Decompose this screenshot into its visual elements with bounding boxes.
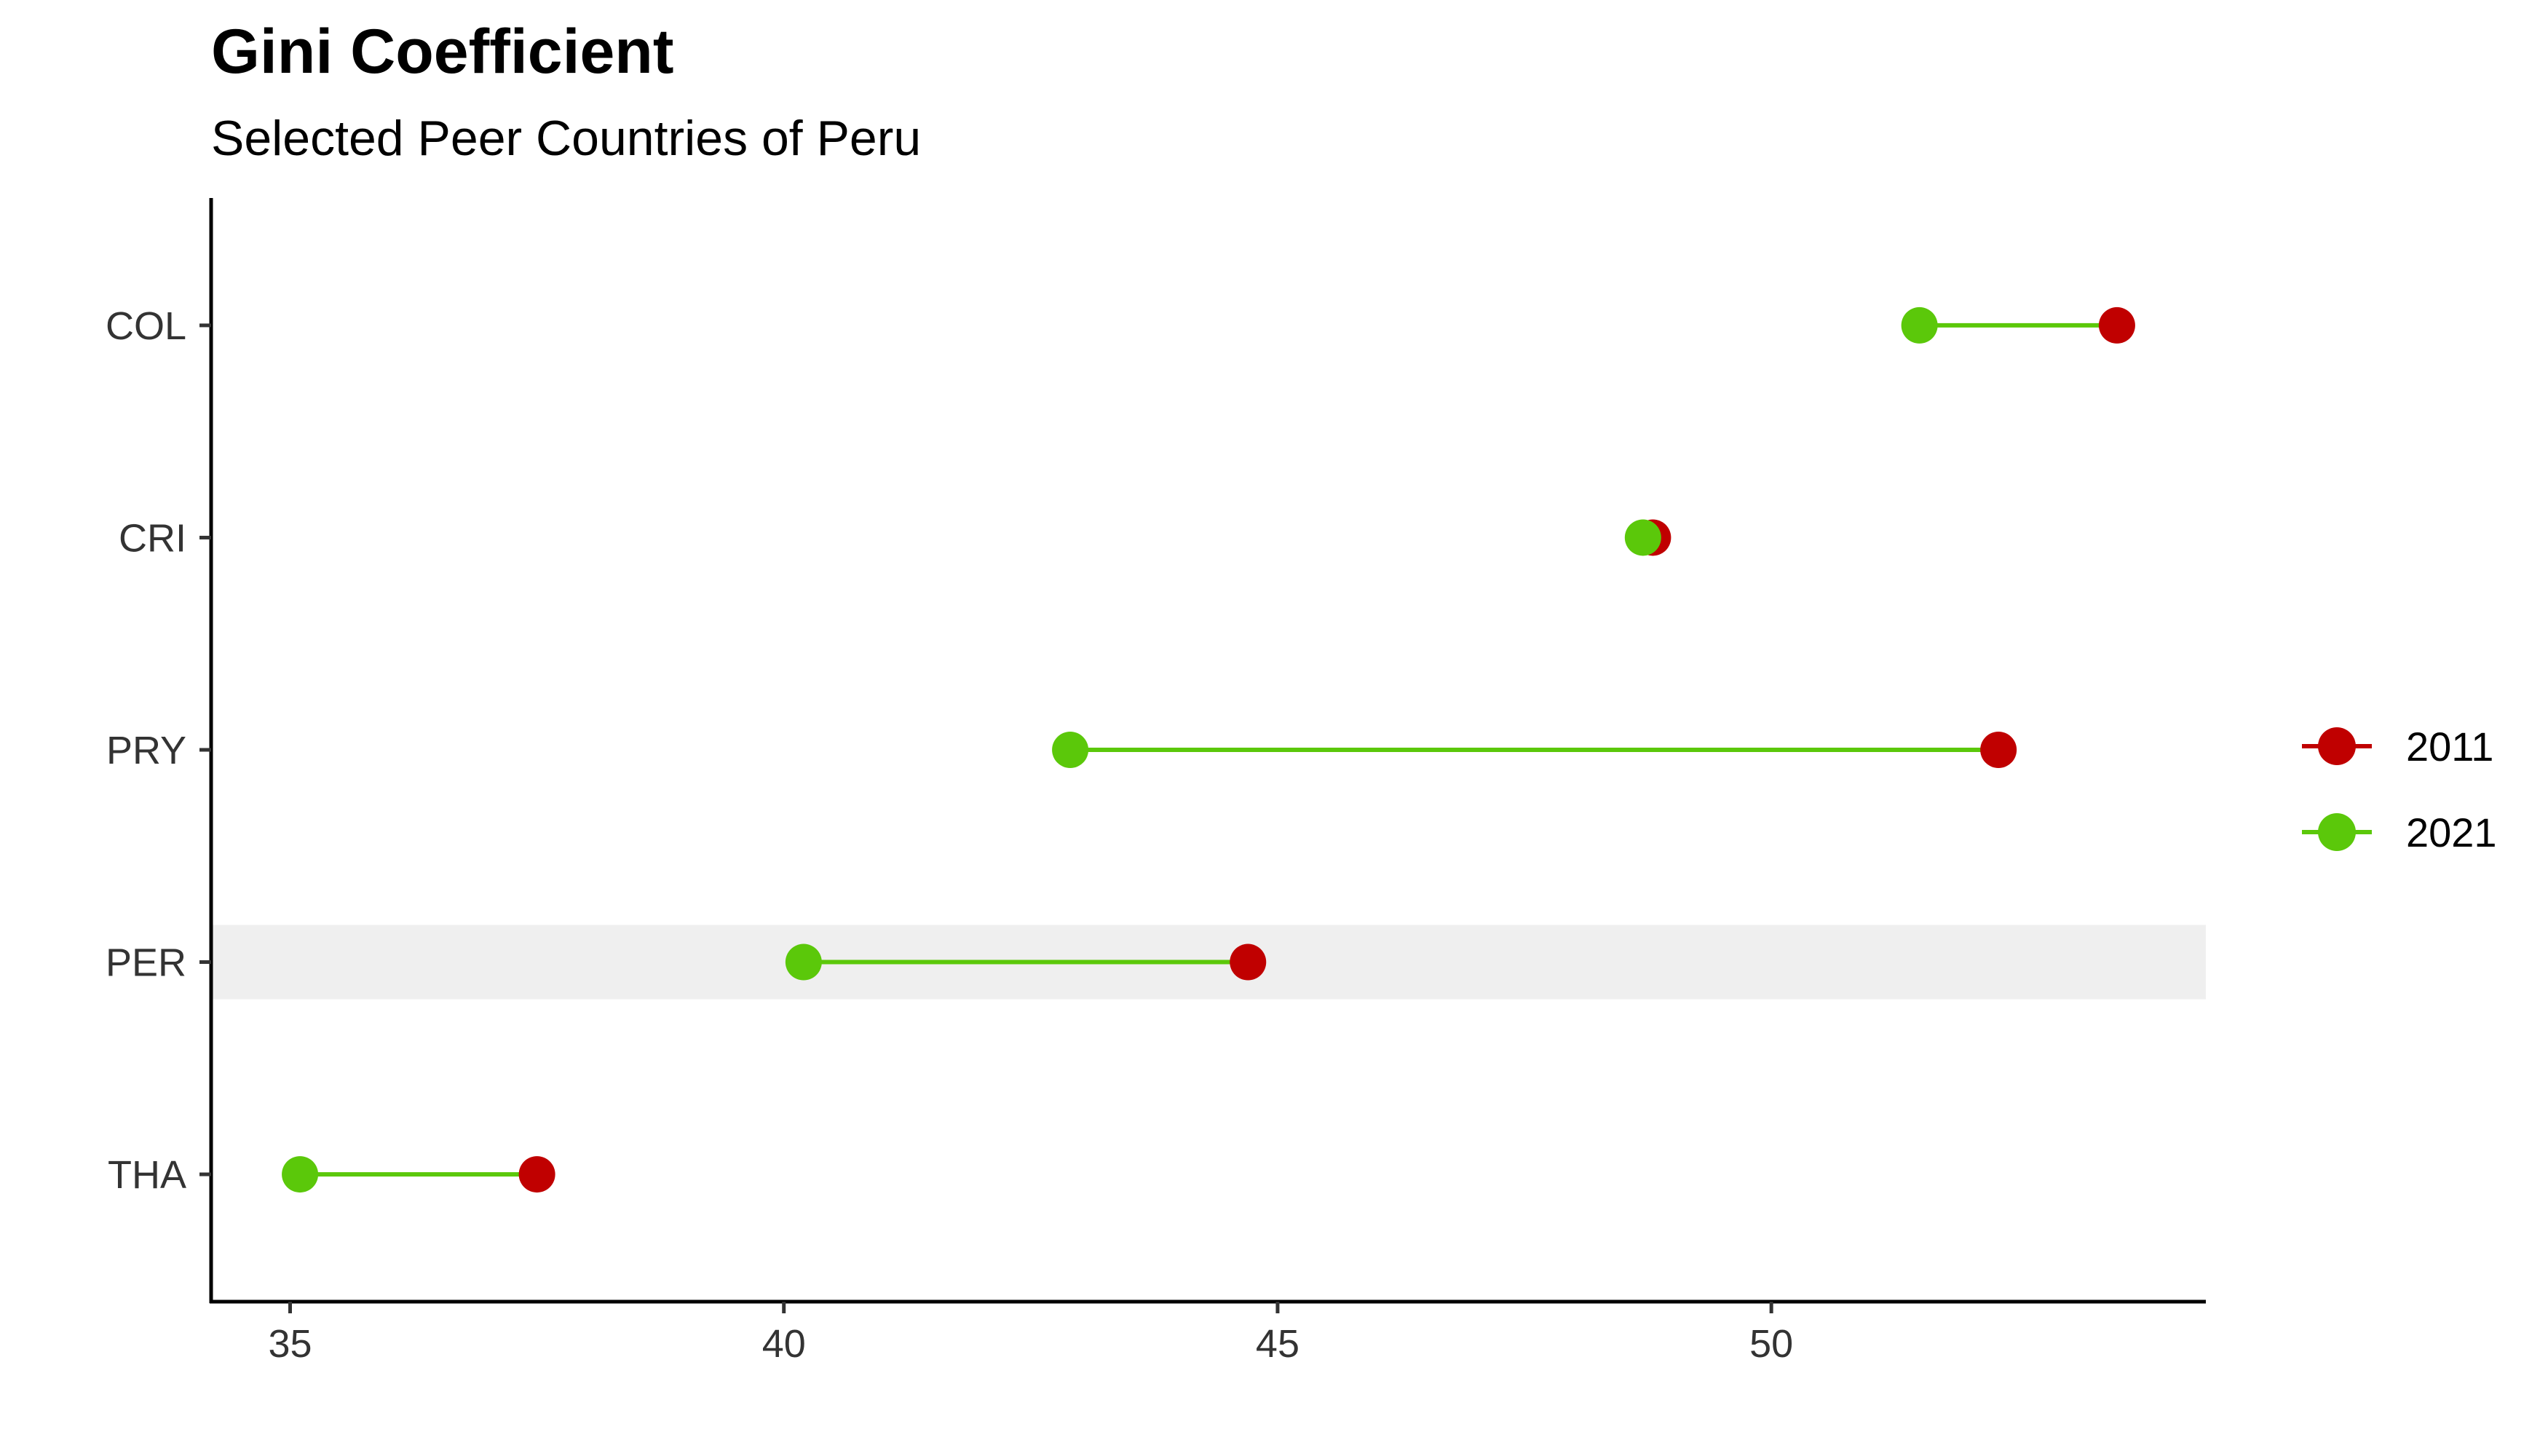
point-tha-2021 [282, 1156, 319, 1193]
x-axis-ticks: 35 40 45 50 [268, 1302, 1793, 1366]
point-tha-2011 [518, 1156, 555, 1193]
legend: 2011 2021 [2302, 724, 2497, 855]
point-cri-2021 [1624, 519, 1661, 556]
x-tick-label-35: 35 [268, 1322, 312, 1366]
x-tick-label-45: 45 [1256, 1322, 1299, 1366]
legend-marker-2021 [2318, 813, 2356, 851]
y-tick-label-pry: PRY [106, 729, 186, 772]
connectors [300, 323, 2117, 1177]
chart-subtitle: Selected Peer Countries of Peru [211, 111, 921, 166]
point-col-2021 [1901, 306, 1938, 344]
data-points [282, 306, 2135, 1193]
point-per-2021 [785, 943, 822, 981]
y-tick-label-tha: THA [108, 1153, 186, 1197]
chart-title: Gini Coefficient [211, 17, 673, 87]
point-col-2011 [2098, 306, 2135, 344]
legend-label-2011: 2011 [2406, 724, 2493, 769]
x-tick-label-50: 50 [1749, 1322, 1793, 1366]
point-per-2011 [1230, 943, 1267, 981]
x-tick-label-40: 40 [762, 1322, 806, 1366]
y-tick-label-cri: CRI [119, 516, 186, 560]
point-pry-2011 [1980, 732, 2017, 768]
y-tick-label-per: PER [106, 941, 186, 985]
point-pry-2021 [1052, 732, 1089, 768]
legend-label-2021: 2021 [2406, 810, 2497, 855]
legend-marker-2011 [2318, 727, 2356, 765]
y-tick-label-col: COL [106, 304, 186, 348]
y-axis-ticks: COL CRI PRY PER THA [106, 304, 211, 1197]
